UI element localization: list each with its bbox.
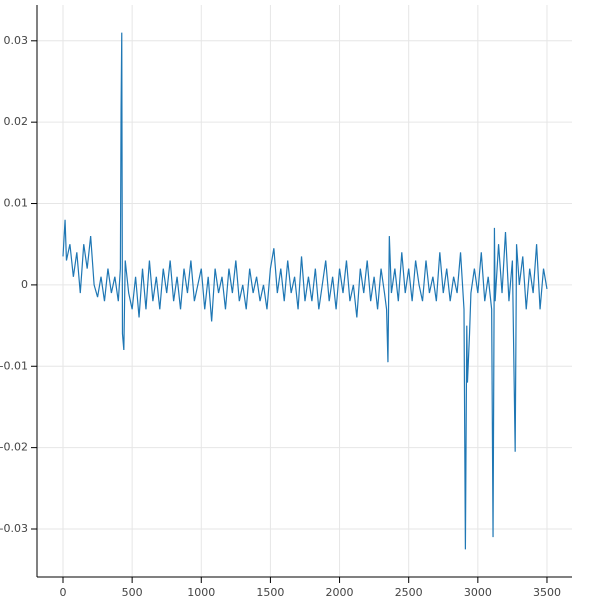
x-tick-label: 500	[122, 586, 143, 599]
y-tick-label: 0.01	[4, 197, 29, 210]
x-tick-label: 2500	[395, 586, 423, 599]
x-tick-label: 1000	[187, 586, 215, 599]
x-tick-label: 2000	[326, 586, 354, 599]
x-tick-label: 3500	[533, 586, 561, 599]
x-tick-label: 3000	[464, 586, 492, 599]
data-line	[62, 32, 548, 550]
y-tick-label: 0.02	[4, 115, 29, 128]
y-tick-label: -0.02	[0, 441, 28, 454]
y-tick-label: -0.01	[0, 359, 28, 372]
y-tick-label: 0.03	[4, 34, 29, 47]
y-tick-label: 0	[21, 278, 28, 291]
x-tick-label: 1500	[256, 586, 284, 599]
x-tick-label: 0	[59, 586, 66, 599]
y-tick-label: -0.03	[0, 522, 28, 535]
